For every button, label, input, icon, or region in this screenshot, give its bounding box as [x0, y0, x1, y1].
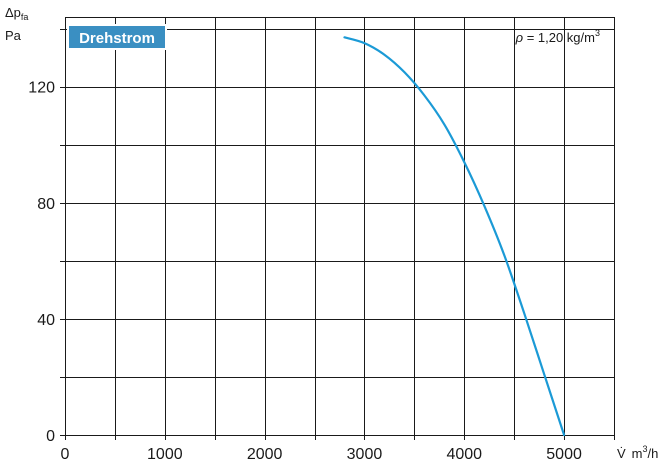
- y-tick-label: 80: [37, 196, 55, 213]
- x-axis-unit: m: [632, 446, 643, 461]
- x-tick-label: 1000: [147, 446, 183, 463]
- density-text: = 1,20 kg/m: [523, 30, 595, 45]
- x-tick-label: 0: [61, 446, 70, 463]
- density-symbol: ρ: [515, 30, 524, 45]
- y-tick-label: 0: [46, 428, 55, 445]
- x-axis-tail: /h: [648, 446, 659, 461]
- y-tick-label: 40: [37, 312, 55, 329]
- x-tick-label: 3000: [347, 446, 383, 463]
- x-axis-sup: 3: [643, 444, 648, 454]
- x-tick-label: 5000: [546, 446, 582, 463]
- series-layer: [343, 36, 566, 437]
- x-axis-symbol: V̇: [617, 446, 626, 461]
- series-line: [343, 36, 566, 437]
- x-tick-label: 4000: [446, 446, 482, 463]
- grid: [60, 17, 615, 440]
- y-axis-subscript: fa: [21, 12, 29, 22]
- x-axis-label: V̇ m3/h: [617, 444, 658, 461]
- badge-label: Drehstrom: [79, 30, 155, 47]
- y-tick-label: 120: [28, 80, 55, 97]
- y-axis-unit: Pa: [5, 28, 22, 43]
- badge-box: [67, 24, 167, 50]
- density-annotation: ρ = 1,20 kg/m3: [515, 28, 600, 45]
- y-axis-label: Δpfa: [5, 5, 28, 22]
- density-sup: 3: [595, 28, 600, 38]
- y-axis-symbol: Δp: [5, 5, 21, 20]
- x-tick-label: 2000: [247, 446, 283, 463]
- tick-labels: 0 1000 2000 3000 4000 5000 0 40 80 120: [28, 80, 582, 463]
